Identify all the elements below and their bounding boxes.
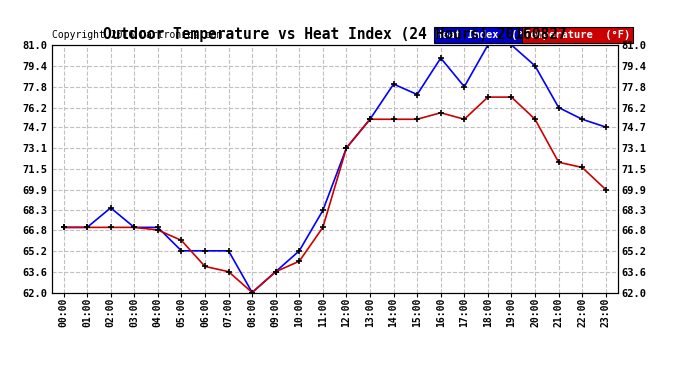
Text: Copyright 2016 Cartronics.com: Copyright 2016 Cartronics.com: [52, 30, 222, 40]
Text: Temperature  (°F): Temperature (°F): [524, 30, 631, 40]
Title: Outdoor Temperature vs Heat Index (24 Hours) 20160827: Outdoor Temperature vs Heat Index (24 Ho…: [103, 27, 566, 42]
Text: Heat Index  (°F): Heat Index (°F): [437, 30, 537, 40]
